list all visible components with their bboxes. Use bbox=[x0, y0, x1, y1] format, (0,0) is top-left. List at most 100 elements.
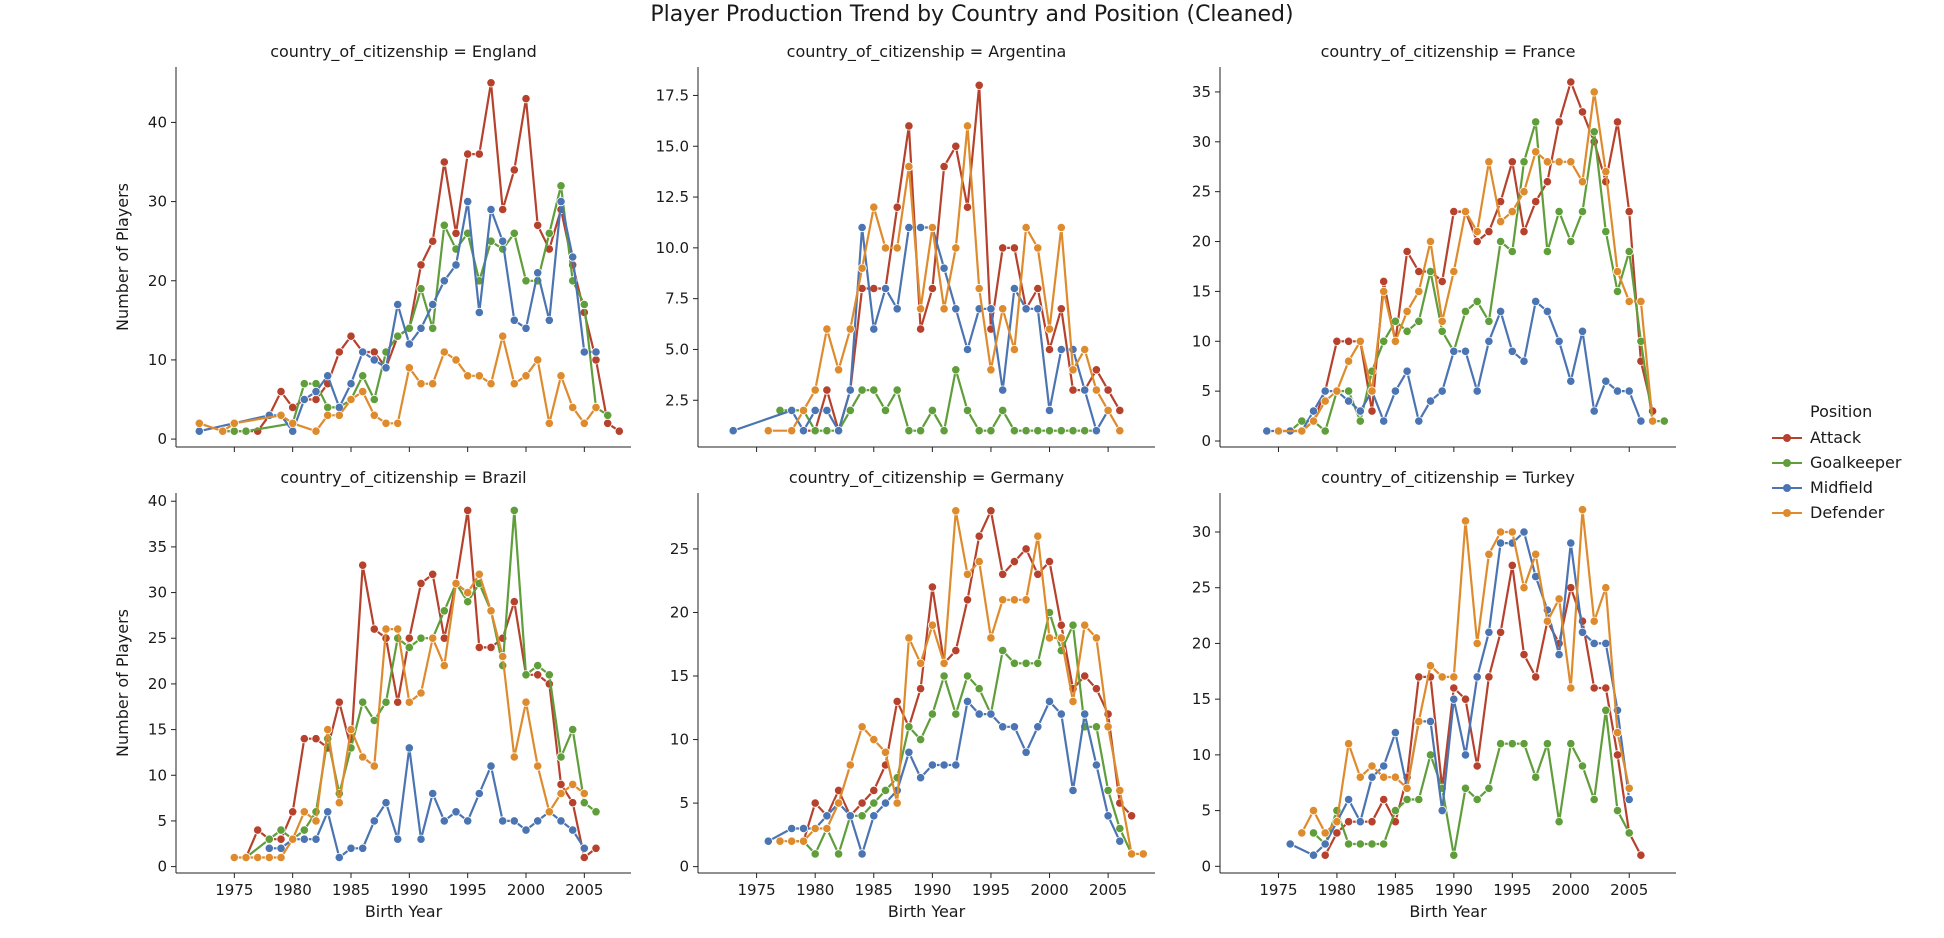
data-point-defender bbox=[591, 402, 601, 412]
data-point-defender bbox=[428, 379, 438, 389]
data-point-defender bbox=[451, 578, 461, 589]
data-point-defender bbox=[393, 624, 403, 634]
data-point-goalkeeper bbox=[1379, 336, 1389, 346]
data-point-defender bbox=[264, 852, 274, 863]
data-point-goalkeeper bbox=[1531, 772, 1541, 782]
data-point-defender bbox=[1542, 157, 1553, 167]
y-tick-label: 15 bbox=[670, 667, 689, 685]
data-point-midfield bbox=[416, 323, 426, 333]
data-point-defender bbox=[346, 394, 356, 405]
panel-title: country_of_citizenship = Brazil bbox=[280, 468, 526, 488]
data-point-defender bbox=[579, 418, 589, 428]
series-defender bbox=[1273, 87, 1658, 436]
data-point-goalkeeper bbox=[810, 426, 820, 436]
y-tick-label: 5 bbox=[157, 812, 167, 830]
data-point-midfield bbox=[1542, 306, 1553, 316]
data-point-defender bbox=[533, 355, 543, 365]
data-point-goalkeeper bbox=[1566, 739, 1576, 749]
data-point-attack bbox=[358, 560, 368, 570]
data-point-goalkeeper bbox=[1601, 705, 1611, 715]
y-tick-label: 10 bbox=[670, 731, 689, 749]
data-point-goalkeeper bbox=[822, 426, 832, 436]
data-point-defender bbox=[463, 371, 473, 381]
data-point-goalkeeper bbox=[556, 752, 566, 762]
data-point-goalkeeper bbox=[857, 385, 867, 395]
data-point-midfield bbox=[915, 773, 926, 783]
data-point-goalkeeper bbox=[1355, 416, 1365, 426]
data-point-defender bbox=[822, 324, 832, 334]
data-point-defender bbox=[1589, 87, 1599, 97]
data-point-midfield bbox=[556, 197, 566, 207]
data-point-goalkeeper bbox=[544, 228, 554, 238]
data-point-goalkeeper bbox=[1390, 805, 1401, 816]
data-point-defender bbox=[1484, 157, 1494, 167]
data-point-goalkeeper bbox=[1297, 416, 1307, 426]
data-point-midfield bbox=[311, 386, 321, 397]
y-tick-label: 10.0 bbox=[656, 239, 689, 257]
y-tick-label: 0 bbox=[679, 858, 689, 876]
data-point-defender bbox=[939, 658, 949, 668]
data-point-midfield bbox=[1589, 406, 1599, 416]
data-point-defender bbox=[311, 426, 321, 436]
data-point-attack bbox=[939, 162, 949, 172]
data-point-defender bbox=[1080, 620, 1090, 630]
data-point-goalkeeper bbox=[404, 642, 414, 653]
data-point-attack bbox=[1044, 344, 1055, 355]
data-point-goalkeeper bbox=[1659, 416, 1669, 426]
data-point-defender bbox=[787, 836, 797, 846]
data-point-goalkeeper bbox=[544, 670, 554, 680]
data-point-attack bbox=[1367, 817, 1377, 827]
data-point-defender bbox=[822, 823, 832, 834]
data-point-midfield bbox=[1612, 386, 1623, 396]
data-point-midfield bbox=[1449, 694, 1459, 704]
data-point-defender bbox=[1507, 207, 1517, 217]
data-point-goalkeeper bbox=[1021, 426, 1031, 436]
data-point-goalkeeper bbox=[962, 405, 973, 415]
y-tick-label: 20 bbox=[148, 272, 167, 290]
data-point-defender bbox=[1460, 516, 1471, 526]
data-point-goalkeeper bbox=[579, 798, 589, 808]
data-point-defender bbox=[869, 202, 879, 212]
data-point-attack bbox=[428, 236, 438, 246]
x-tick-label: 2000 bbox=[507, 881, 545, 899]
data-point-goalkeeper bbox=[986, 426, 996, 436]
data-point-goalkeeper bbox=[369, 394, 379, 405]
data-point-goalkeeper bbox=[1577, 207, 1588, 217]
data-point-defender bbox=[323, 410, 333, 420]
data-point-defender bbox=[393, 418, 403, 428]
data-point-defender bbox=[1531, 147, 1541, 157]
data-point-defender bbox=[1379, 772, 1389, 782]
data-point-attack bbox=[416, 578, 426, 589]
data-point-defender bbox=[1437, 672, 1447, 682]
data-point-attack bbox=[1127, 811, 1137, 821]
data-point-goalkeeper bbox=[1320, 426, 1330, 436]
data-point-defender bbox=[1390, 336, 1401, 346]
y-tick-label: 12.5 bbox=[656, 188, 689, 206]
data-point-goalkeeper bbox=[915, 734, 926, 745]
data-point-defender bbox=[229, 418, 239, 428]
data-point-midfield bbox=[1425, 716, 1436, 727]
data-point-goalkeeper bbox=[521, 670, 531, 680]
data-point-defender bbox=[962, 569, 973, 579]
data-point-goalkeeper bbox=[393, 331, 403, 341]
data-point-goalkeeper bbox=[1589, 794, 1599, 805]
legend-item-defender: Defender bbox=[1772, 500, 1942, 525]
data-point-goalkeeper bbox=[810, 849, 820, 859]
data-point-attack bbox=[533, 670, 543, 680]
data-point-midfield bbox=[463, 197, 473, 207]
data-point-goalkeeper bbox=[1542, 246, 1553, 257]
data-point-goalkeeper bbox=[229, 426, 239, 436]
data-point-midfield bbox=[1044, 696, 1055, 707]
data-point-attack bbox=[463, 505, 473, 515]
data-point-goalkeeper bbox=[568, 724, 578, 735]
data-point-attack bbox=[1332, 336, 1342, 346]
data-point-midfield bbox=[358, 843, 368, 853]
data-point-attack bbox=[1507, 157, 1517, 167]
data-point-goalkeeper bbox=[880, 405, 891, 415]
data-point-defender bbox=[1332, 386, 1342, 396]
data-point-attack bbox=[486, 642, 496, 653]
data-point-defender bbox=[358, 752, 368, 762]
data-point-attack bbox=[869, 283, 879, 294]
y-tick-label: 20 bbox=[1192, 233, 1211, 251]
data-point-defender bbox=[1115, 426, 1125, 436]
